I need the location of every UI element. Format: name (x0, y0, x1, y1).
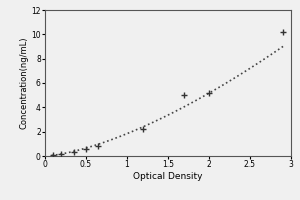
X-axis label: Optical Density: Optical Density (133, 172, 203, 181)
Y-axis label: Concentration(ng/mL): Concentration(ng/mL) (20, 37, 28, 129)
